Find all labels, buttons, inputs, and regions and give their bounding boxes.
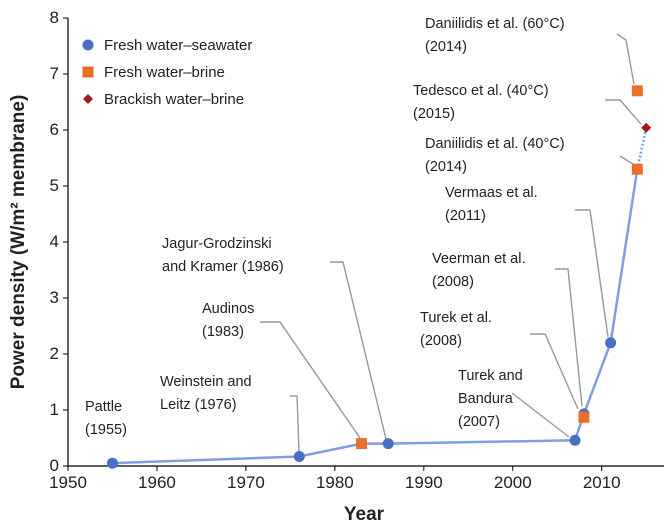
leader-line [290, 395, 300, 452]
y-tick-label: 4 [50, 232, 59, 251]
trend-line-dotted [636, 127, 648, 170]
annotation: Bandura [458, 391, 514, 407]
data-point [569, 434, 581, 446]
data-point [578, 411, 590, 423]
y-tick-label: 1 [50, 400, 59, 419]
y-tick-label: 8 [50, 8, 59, 27]
x-tick-label: 2000 [494, 473, 532, 492]
y-tick-label: 0 [50, 456, 59, 475]
x-tick-label: 2010 [583, 473, 621, 492]
leader-line [330, 261, 387, 440]
annotation: (2008) [432, 274, 474, 290]
trend-line [112, 169, 639, 465]
data-point [293, 450, 305, 462]
y-tick-label: 5 [50, 176, 59, 195]
legend-marker [82, 39, 94, 51]
annotation: Leitz (1976) [160, 397, 237, 413]
legend-label: Fresh water–brine [104, 64, 225, 81]
annotation: Turek and [458, 368, 523, 384]
y-tick-label: 3 [50, 288, 59, 307]
annotation: Jagur-Grodzinski [162, 236, 272, 252]
x-tick-label: 1970 [227, 473, 265, 492]
y-axis-title: Power density (W/m² membrane) [8, 95, 29, 390]
x-tick-label: 1960 [138, 473, 176, 492]
y-tick-label: 7 [50, 64, 59, 83]
data-point [631, 85, 643, 97]
y-tick-label: 6 [50, 120, 59, 139]
data-point [631, 163, 643, 175]
x-tick-label: 1990 [405, 473, 443, 492]
leader-line [555, 268, 583, 407]
leader-line [616, 33, 635, 85]
x-axis-title: Year [344, 504, 385, 525]
annotation: Daniilidis et al. (60°C) [425, 16, 565, 32]
annotation: Veerman et al. [432, 251, 526, 267]
y-tick-label: 2 [50, 344, 59, 363]
data-point [356, 438, 368, 450]
annotation: Weinstein and [160, 374, 252, 390]
data-point [605, 337, 617, 349]
legend-label: Brackish water–brine [104, 91, 244, 108]
x-tick-label: 1980 [316, 473, 354, 492]
data-point [106, 457, 118, 469]
annotation: (2008) [420, 333, 462, 349]
leader-line [530, 333, 579, 410]
data-point [641, 122, 652, 133]
x-tick-label: 1950 [49, 473, 87, 492]
leader-line [260, 321, 361, 439]
annotation: Daniilidis et al. (40°C) [425, 136, 565, 152]
legend-marker [83, 94, 93, 104]
annotation: (2015) [413, 106, 455, 122]
annotation: Audinos [202, 301, 254, 317]
annotation: Tedesco et al. (40°C) [413, 83, 549, 99]
annotation: (2007) [458, 414, 500, 430]
leader-line [619, 155, 634, 165]
leader-line [605, 99, 642, 125]
annotation: Pattle [85, 399, 122, 415]
leader-line [511, 392, 570, 438]
annotation: and Kramer (1986) [162, 259, 284, 275]
annotation: Vermaas et al. [445, 185, 538, 201]
leader-line [575, 209, 609, 338]
annotation: Turek et al. [420, 310, 492, 326]
annotation: (2014) [425, 39, 467, 55]
annotation: (1955) [85, 422, 127, 438]
legend-marker [82, 66, 94, 78]
data-point [382, 438, 394, 450]
annotation: (2014) [425, 159, 467, 175]
annotation: (1983) [202, 324, 244, 340]
legend-label: Fresh water–seawater [104, 37, 252, 54]
annotation: (2011) [445, 208, 486, 224]
